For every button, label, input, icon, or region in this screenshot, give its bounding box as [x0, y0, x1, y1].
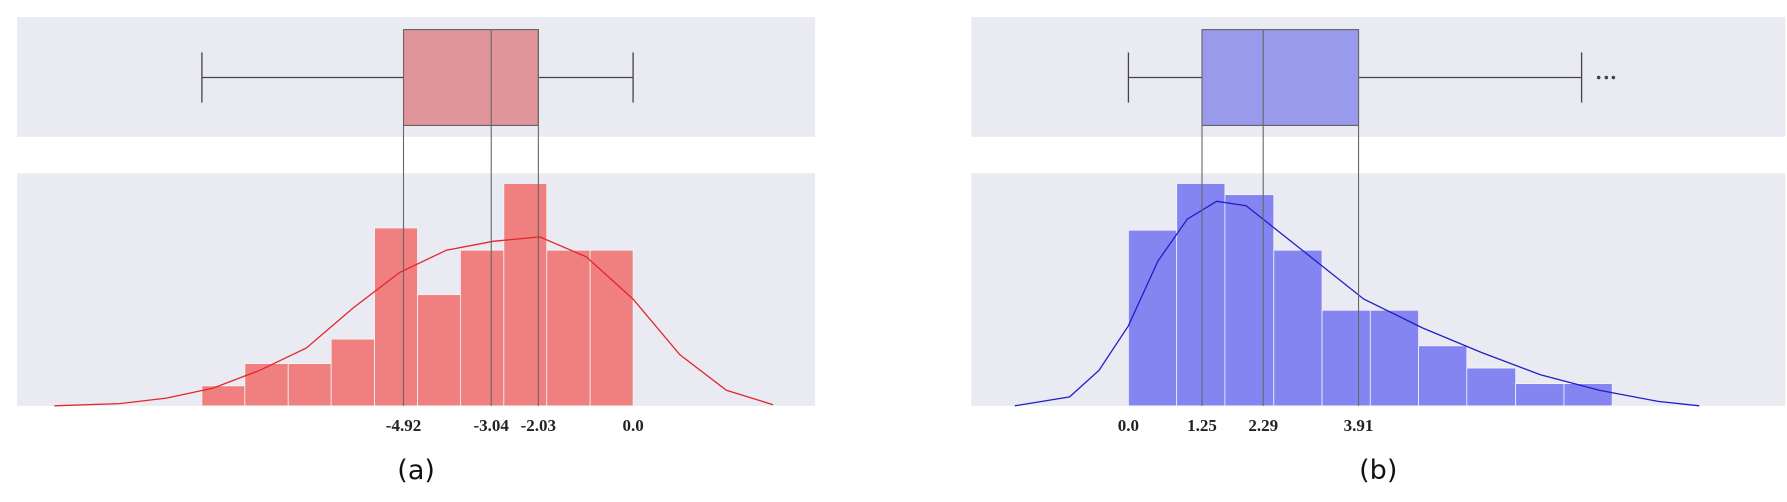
hist-bar — [1515, 383, 1565, 407]
caption: (b) — [1359, 455, 1397, 486]
hist-bar — [503, 183, 548, 407]
hist-bar — [1466, 367, 1517, 407]
hist-bar — [546, 249, 591, 407]
hist-bar — [330, 338, 375, 407]
caption: (a) — [397, 455, 435, 486]
box — [1201, 29, 1360, 126]
x-tick-label: 3.91 — [1344, 416, 1374, 435]
x-tick-label: -2.03 — [521, 416, 556, 435]
outlier — [1604, 75, 1609, 80]
hist-bar — [1224, 194, 1275, 407]
hist-bar — [460, 249, 505, 407]
kde-line — [1014, 200, 1700, 407]
x-tick-label: -4.92 — [386, 416, 421, 435]
hist-bar — [589, 249, 634, 407]
hist-bar — [1418, 345, 1468, 407]
hist-bar — [374, 227, 418, 407]
hist-bar — [1176, 183, 1226, 407]
x-tick-label: 0.0 — [622, 416, 643, 435]
hist-bar — [417, 294, 461, 407]
hist-bar — [1128, 229, 1178, 407]
hist-bar — [1369, 309, 1419, 407]
box — [403, 29, 539, 126]
x-tick-label: 0.0 — [1118, 416, 1139, 435]
outlier — [1611, 75, 1616, 80]
hist-bar — [1563, 383, 1613, 407]
x-tick-label: 2.29 — [1248, 416, 1278, 435]
outlier — [1596, 75, 1601, 80]
hist-bar — [244, 363, 289, 407]
hist-bar — [1273, 249, 1323, 407]
x-tick-label: -3.04 — [474, 416, 510, 435]
kde-line — [54, 236, 774, 407]
x-tick-label: 1.25 — [1187, 416, 1217, 435]
hist-bar — [287, 363, 332, 407]
hist-bar — [1321, 309, 1371, 407]
